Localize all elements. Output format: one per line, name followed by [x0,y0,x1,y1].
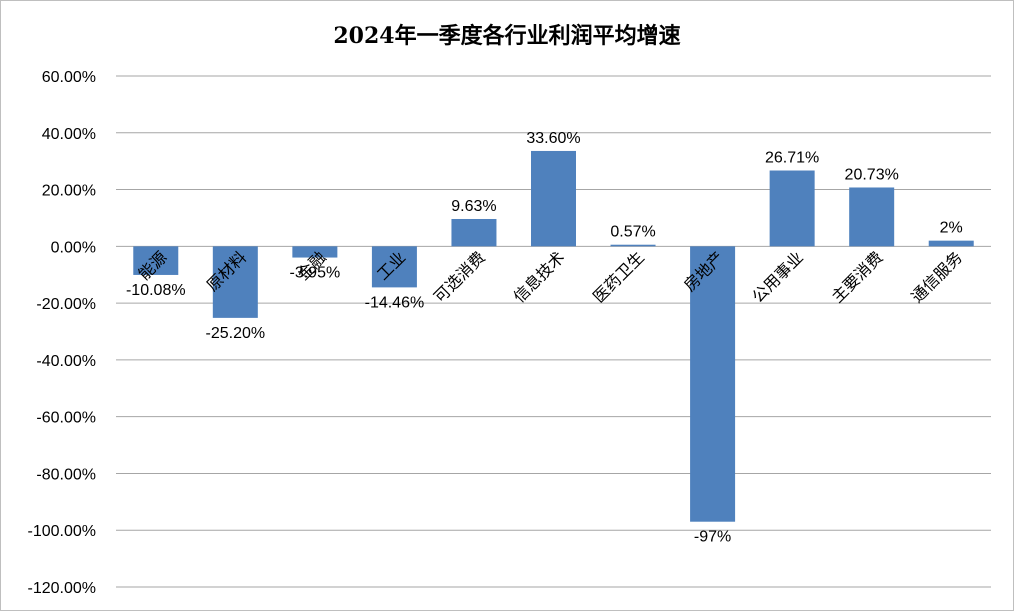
data-label: -25.20% [206,325,266,342]
bar [690,246,736,522]
y-tick-label: -100.00% [28,523,97,540]
gridlines [116,75,991,588]
bar [133,246,179,275]
bar [212,246,258,318]
data-label: -97% [694,529,731,546]
y-tick-label: 20.00% [42,183,96,200]
y-tick-label: -20.00% [36,296,96,313]
bar [849,187,895,247]
bar [531,150,576,247]
category-label: 公用事业 [748,248,807,307]
bar [928,240,974,247]
bar [292,246,338,258]
chart-title: 2024年一季度各行业利润平均增速 [333,23,680,49]
data-labels: -10.08% -25.20% -3.95% -14.46% 9.63% 33.60% 0.… [126,130,963,546]
category-labels: 能源 原材料 金融 工业 可选消费 信息技术 医药卫生 房地产 公用事业 主要消费 通信服务 [135,248,967,307]
y-tick-label: -80.00% [36,466,96,483]
bars [133,150,974,522]
data-label: 20.73% [845,166,899,183]
y-tick-label: -120.00% [28,580,97,597]
y-tick-label: -40.00% [36,353,96,370]
data-label: 33.60% [526,130,580,147]
bar [769,170,815,247]
category-label: 信息技术 [510,248,569,307]
data-label: -10.08% [126,282,186,299]
bar [371,246,417,288]
bar [451,218,497,247]
y-tick-label: -60.00% [36,410,96,427]
category-label: 通信服务 [907,248,966,307]
category-label: 可选消费 [430,248,489,307]
data-label: 0.57% [610,224,655,241]
y-tick-label: 0.00% [51,239,96,256]
data-label: -14.46% [365,294,425,311]
data-label: 2% [940,220,963,237]
category-label: 医药卫生 [589,248,648,307]
bar [610,244,656,247]
category-label: 主要消费 [828,248,887,307]
y-tick-label: 40.00% [42,126,96,143]
y-axis-ticks: 60.00% 40.00% 20.00% 0.00% -20.00% -40.00% -60… [28,69,97,597]
data-label: 26.71% [765,150,819,167]
y-tick-label: 60.00% [42,69,96,86]
data-label: 9.63% [451,198,496,215]
data-label: -3.95% [290,265,341,282]
